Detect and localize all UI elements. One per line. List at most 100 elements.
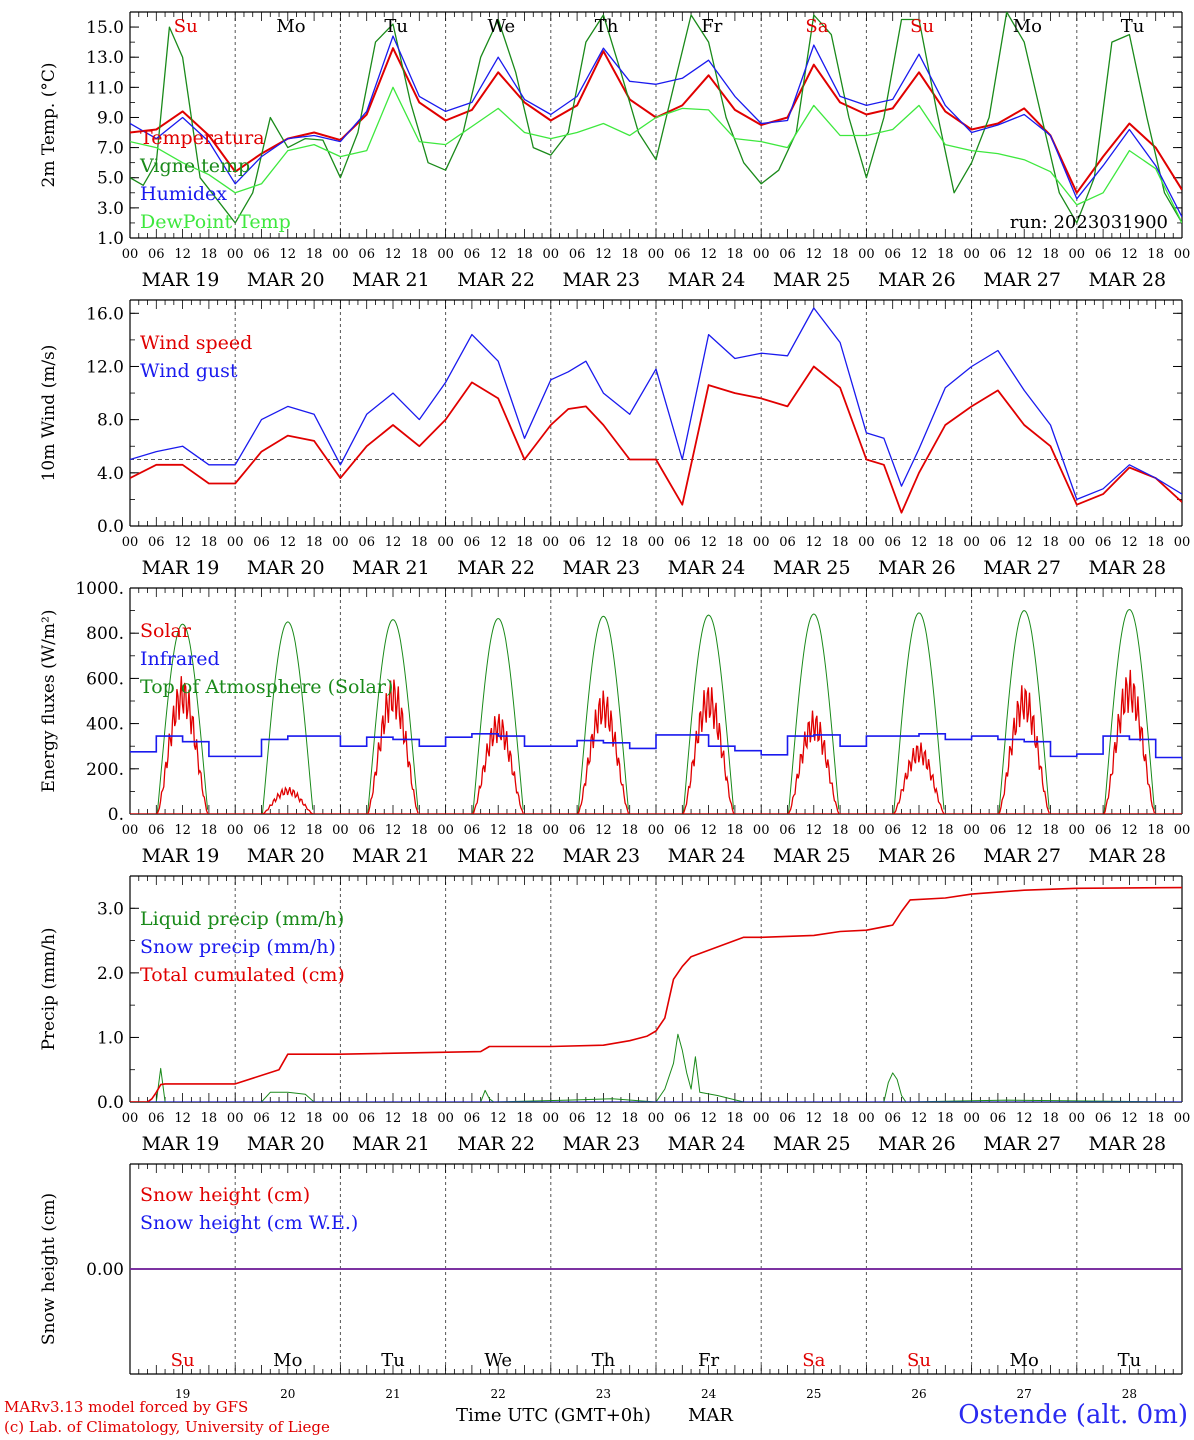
legend-entry: Temperatura xyxy=(140,127,265,149)
hour-label: 06 xyxy=(1095,247,1112,262)
hour-label: 18 xyxy=(516,535,533,550)
date-label: MAR 28 xyxy=(1088,845,1166,867)
solar-curve xyxy=(1103,669,1156,814)
hour-label: 12 xyxy=(700,247,717,262)
date-label: MAR 23 xyxy=(562,557,640,579)
date-label: MAR 23 xyxy=(562,269,640,291)
hour-label: 12 xyxy=(1121,823,1138,838)
hour-label: 18 xyxy=(411,823,428,838)
legend-entry: Infrared xyxy=(140,648,220,670)
hour-label: 18 xyxy=(937,823,954,838)
hour-label: 06 xyxy=(779,247,796,262)
y-tick-label: 9.0 xyxy=(97,108,124,128)
y-tick-label: 1.0 xyxy=(97,1028,124,1048)
hour-label: 06 xyxy=(569,1111,586,1126)
hour-label: 12 xyxy=(595,823,612,838)
hour-label: 18 xyxy=(621,1111,638,1126)
date-label: MAR 28 xyxy=(1088,557,1166,579)
hour-label: 18 xyxy=(832,535,849,550)
hour-label: 12 xyxy=(490,823,507,838)
hour-label: 18 xyxy=(1042,535,1059,550)
hour-label: 12 xyxy=(595,535,612,550)
series-liquid-precip-mm-h xyxy=(130,1033,1182,1102)
solar-curve xyxy=(998,685,1050,814)
hour-label: 12 xyxy=(385,535,402,550)
date-label: MAR 23 xyxy=(562,845,640,867)
date-label: MAR 24 xyxy=(668,269,746,291)
date-label: MAR 20 xyxy=(247,845,325,867)
hour-label: 12 xyxy=(1121,1111,1138,1126)
hour-label: 18 xyxy=(201,535,218,550)
toa-solar-curve xyxy=(787,613,840,814)
hour-label: 12 xyxy=(595,247,612,262)
y-tick-label: 2.0 xyxy=(97,964,124,984)
hour-label: 00 xyxy=(1174,535,1191,550)
hour-label: 12 xyxy=(806,535,823,550)
hour-label: 12 xyxy=(911,535,928,550)
weekday-label: Mo xyxy=(1010,1350,1039,1371)
hour-label: 00 xyxy=(122,823,139,838)
hour-label: 12 xyxy=(700,1111,717,1126)
solar-curve xyxy=(262,786,314,814)
series-vigne-temp xyxy=(130,12,1182,224)
infrared-curve xyxy=(130,732,1182,760)
weekday-label: Tu xyxy=(384,16,408,37)
weekday-label: Su xyxy=(171,1350,195,1371)
hour-label: 06 xyxy=(569,535,586,550)
hour-label: 12 xyxy=(174,1111,191,1126)
hour-label: 18 xyxy=(1147,247,1164,262)
hour-label: 18 xyxy=(516,247,533,262)
y-tick-label: 0.0 xyxy=(97,1093,124,1113)
weekday-label: Mo xyxy=(1013,16,1042,37)
hour-label: 12 xyxy=(806,1111,823,1126)
hour-label: 18 xyxy=(1042,247,1059,262)
date-label: MAR 27 xyxy=(983,845,1061,867)
y-tick-label: 5.0 xyxy=(97,169,124,189)
hour-label: 06 xyxy=(253,823,270,838)
weekday-label: Fr xyxy=(698,1350,719,1371)
hour-label: 12 xyxy=(174,823,191,838)
date-label: MAR 27 xyxy=(983,269,1061,291)
hour-label: 00 xyxy=(437,247,454,262)
date-label: MAR 19 xyxy=(142,557,220,579)
date-label: MAR 27 xyxy=(983,1133,1061,1155)
hour-label: 00 xyxy=(858,823,875,838)
y-tick-label: 1.0 xyxy=(97,229,124,249)
hour-label: 18 xyxy=(201,1111,218,1126)
hour-label: 12 xyxy=(1016,247,1033,262)
hour-label: 06 xyxy=(358,1111,375,1126)
hour-label: 06 xyxy=(1095,1111,1112,1126)
legend-entry: Humidex xyxy=(140,183,227,205)
meteogram-chart: 1.0 3.0 5.0 7.0 9.0 11.0 13.0 15.0 2m Temp. (°C)… xyxy=(39,11,1191,1400)
date-label: MAR 22 xyxy=(457,845,535,867)
toa-solar-curve xyxy=(577,615,629,814)
date-label: MAR 19 xyxy=(142,845,220,867)
hour-label: 18 xyxy=(1147,823,1164,838)
hour-label: 12 xyxy=(385,247,402,262)
hour-label: 06 xyxy=(569,823,586,838)
hour-label: 00 xyxy=(437,823,454,838)
hour-label: 00 xyxy=(332,1111,349,1126)
solar-curve xyxy=(577,690,630,814)
hour-label: 00 xyxy=(1069,247,1086,262)
weekday-label: Fr xyxy=(701,16,722,37)
hour-label: 00 xyxy=(858,535,875,550)
date-label: MAR 20 xyxy=(247,269,325,291)
hour-label: 18 xyxy=(1042,823,1059,838)
hour-label: 12 xyxy=(490,247,507,262)
day-number-label: 22 xyxy=(491,1387,506,1400)
hour-label: 00 xyxy=(227,535,244,550)
solar-curve xyxy=(787,710,840,814)
toa-solar-curve xyxy=(261,621,314,814)
legend-entry: Vigne temp xyxy=(139,155,250,177)
day-number-label: 23 xyxy=(596,1387,611,1400)
hour-label: 06 xyxy=(884,1111,901,1126)
hour-label: 18 xyxy=(621,535,638,550)
hour-label: 18 xyxy=(306,823,323,838)
hour-label: 06 xyxy=(779,823,796,838)
legend-entry: Liquid precip (mm/h) xyxy=(140,908,344,930)
y-axis-label: Precip (mm/h) xyxy=(39,927,59,1050)
y-axis-label: Snow height (cm) xyxy=(39,1193,59,1345)
toa-solar-curve xyxy=(1103,608,1155,814)
hour-label: 06 xyxy=(253,247,270,262)
